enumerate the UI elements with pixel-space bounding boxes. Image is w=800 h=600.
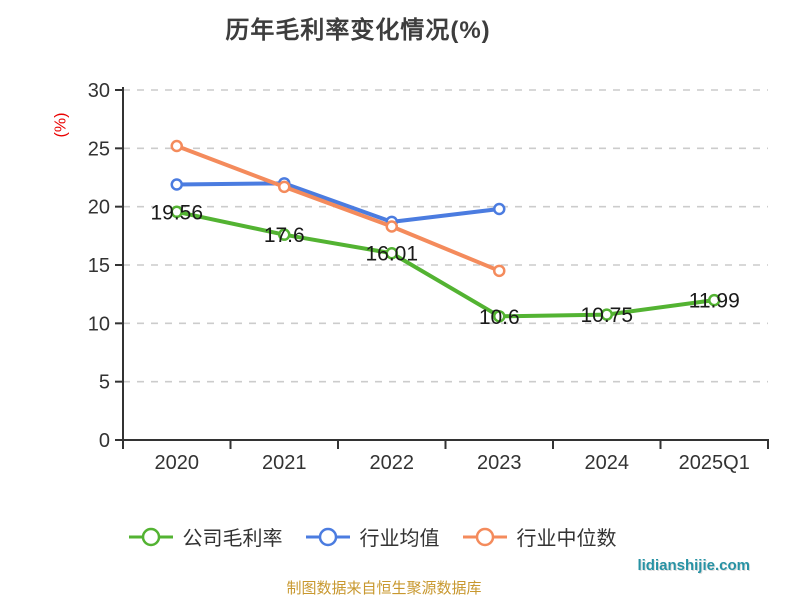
- x-tick-label: 2022: [370, 452, 415, 474]
- x-tick-label: 2023: [477, 452, 522, 474]
- data-point-marker[interactable]: [170, 139, 183, 153]
- y-tick-label: 25: [88, 138, 110, 160]
- legend-label-industry-average: 行业均值: [359, 528, 440, 550]
- y-tick-label: 5: [99, 372, 110, 394]
- x-tick-label: 2020: [155, 452, 200, 474]
- data-point-marker[interactable]: [385, 246, 398, 260]
- x-tick-label: 2021: [262, 452, 307, 474]
- legend-item-company-gross-margin[interactable]: 公司毛利率: [128, 522, 283, 551]
- data-point-marker[interactable]: [493, 310, 506, 323]
- legend-label-company-gross-margin: 公司毛利率: [182, 528, 283, 550]
- legend-label-industry-median: 行业中位数: [516, 528, 617, 550]
- y-tick-label: 10: [88, 313, 110, 335]
- data-point-label: 11.99: [689, 290, 740, 313]
- series-line-2: [174, 144, 502, 273]
- series-line-1: [174, 181, 502, 224]
- legend-line-marker-icon: [462, 527, 507, 546]
- legend-item-industry-median[interactable]: 行业中位数: [462, 522, 617, 551]
- y-tick-label: 15: [88, 255, 110, 277]
- x-tick-label: 2025Q1: [679, 452, 750, 474]
- watermark-site-name: lidianshijie.com: [637, 557, 750, 574]
- data-point-label: 16.01: [365, 243, 418, 266]
- data-point-label: 10.75: [580, 304, 633, 327]
- data-point-marker[interactable]: [493, 264, 506, 278]
- data-point-label: 17.6: [264, 224, 305, 247]
- y-tick-label: 30: [88, 80, 110, 102]
- data-point-label: 10.6: [479, 306, 520, 329]
- legend-line-marker-icon: [305, 527, 350, 546]
- data-point-marker[interactable]: [708, 293, 721, 307]
- legend-item-industry-average[interactable]: 行业均值: [305, 522, 440, 551]
- chart-title: 历年毛利率变化情况(%): [225, 17, 491, 44]
- data-point-marker[interactable]: [385, 220, 398, 233]
- data-point-marker[interactable]: [170, 205, 183, 219]
- series-line-0: [174, 209, 717, 319]
- y-tick-label: 20: [88, 197, 110, 219]
- chart-legend: 公司毛利率 行业均值 行业中位数: [0, 522, 744, 551]
- x-tick-label: 2024: [585, 452, 630, 474]
- data-point-marker[interactable]: [600, 308, 613, 321]
- y-tick-label: 0: [99, 430, 110, 452]
- data-point-label: 19.56: [150, 201, 203, 224]
- source-note: 制图数据来自恒生聚源数据库: [286, 580, 482, 597]
- y-axis-title: (%): [53, 113, 70, 138]
- legend-line-marker-icon: [128, 527, 173, 546]
- data-point-marker[interactable]: [170, 178, 183, 191]
- data-point-marker[interactable]: [493, 202, 506, 216]
- data-point-marker[interactable]: [278, 228, 291, 241]
- data-point-marker[interactable]: [278, 180, 291, 194]
